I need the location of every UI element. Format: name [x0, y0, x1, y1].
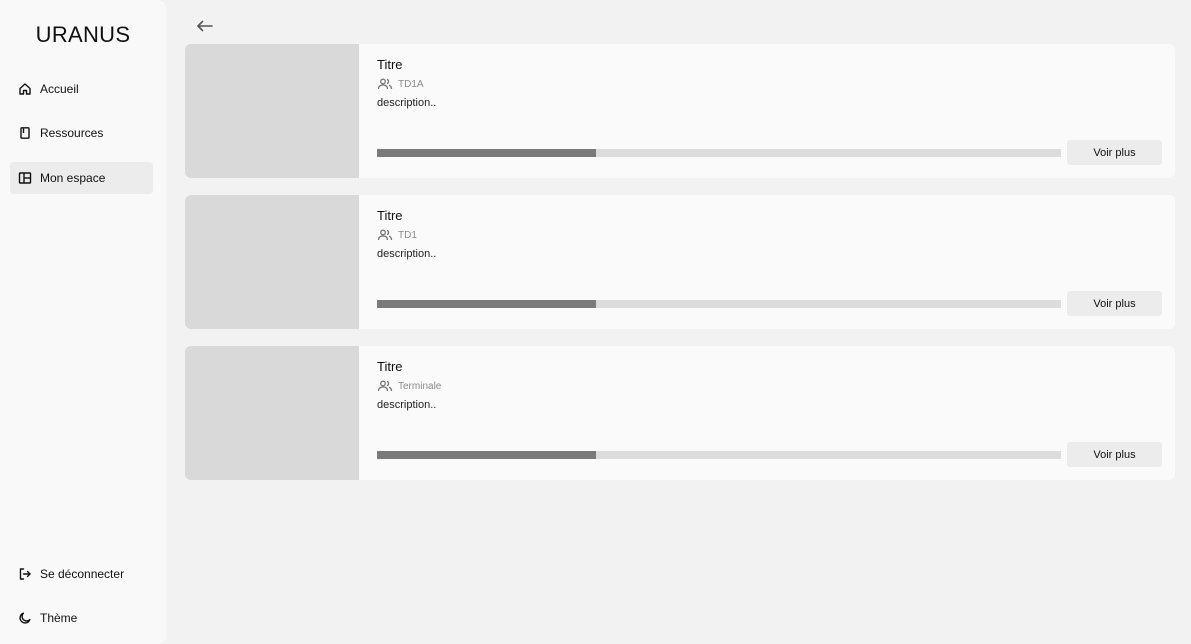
- card-thumbnail: [185, 44, 359, 178]
- back-button[interactable]: [194, 17, 216, 35]
- progress-bar: [377, 300, 1061, 308]
- arrow-left-icon: [196, 20, 214, 32]
- moon-icon: [18, 611, 32, 625]
- progress-fill: [377, 451, 596, 459]
- progress-fill: [377, 300, 596, 308]
- card-thumbnail: [185, 346, 359, 480]
- card-group-label: TD1A: [398, 78, 424, 90]
- sidebar-item-ressources[interactable]: Ressources: [10, 117, 153, 149]
- card-description: description..: [377, 248, 437, 260]
- card-group-label: Terminale: [398, 380, 442, 392]
- progress-bar: [377, 149, 1061, 157]
- home-icon: [18, 82, 32, 96]
- card-title: Titre: [377, 57, 403, 72]
- users-icon: [377, 380, 393, 392]
- logout-icon: [18, 567, 32, 581]
- card-description: description..: [377, 97, 437, 109]
- sidebar-item-label: Mon espace: [40, 171, 106, 185]
- card-group-label: TD1: [398, 229, 417, 241]
- voir-plus-button[interactable]: Voir plus: [1067, 140, 1162, 165]
- card-title: Titre: [377, 208, 403, 223]
- voir-plus-button[interactable]: Voir plus: [1067, 442, 1162, 467]
- sidebar-item-mon-espace[interactable]: Mon espace: [10, 162, 153, 194]
- sidebar-item-label: Accueil: [40, 82, 79, 96]
- sidebar-item-label: Ressources: [40, 126, 104, 140]
- progress-fill: [377, 149, 596, 157]
- sidebar-item-label: Thème: [40, 611, 78, 625]
- card-group: TD1A: [377, 78, 424, 90]
- card-description: description..: [377, 399, 437, 411]
- card-group: Terminale: [377, 380, 441, 392]
- course-card: Titre TD1A description.. Voir plus: [185, 44, 1175, 178]
- users-icon: [377, 229, 393, 241]
- book-icon: [18, 126, 32, 140]
- voir-plus-button[interactable]: Voir plus: [1067, 291, 1162, 316]
- sidebar-item-theme[interactable]: Thème: [10, 602, 153, 634]
- sidebar: URANUS Accueil Ressources Mon espace Se …: [0, 0, 166, 644]
- course-card: Titre Terminale description.. Voir plus: [185, 346, 1175, 480]
- layout-icon: [18, 171, 32, 185]
- card-thumbnail: [185, 195, 359, 329]
- app-logo: URANUS: [35, 22, 131, 47]
- card-title: Titre: [377, 359, 403, 374]
- users-icon: [377, 78, 393, 90]
- sidebar-item-logout[interactable]: Se déconnecter: [10, 558, 153, 590]
- progress-bar: [377, 451, 1061, 459]
- course-card: Titre TD1 description.. Voir plus: [185, 195, 1175, 329]
- sidebar-item-label: Se déconnecter: [40, 567, 125, 581]
- card-group: TD1: [377, 229, 417, 241]
- sidebar-item-accueil[interactable]: Accueil: [10, 73, 153, 105]
